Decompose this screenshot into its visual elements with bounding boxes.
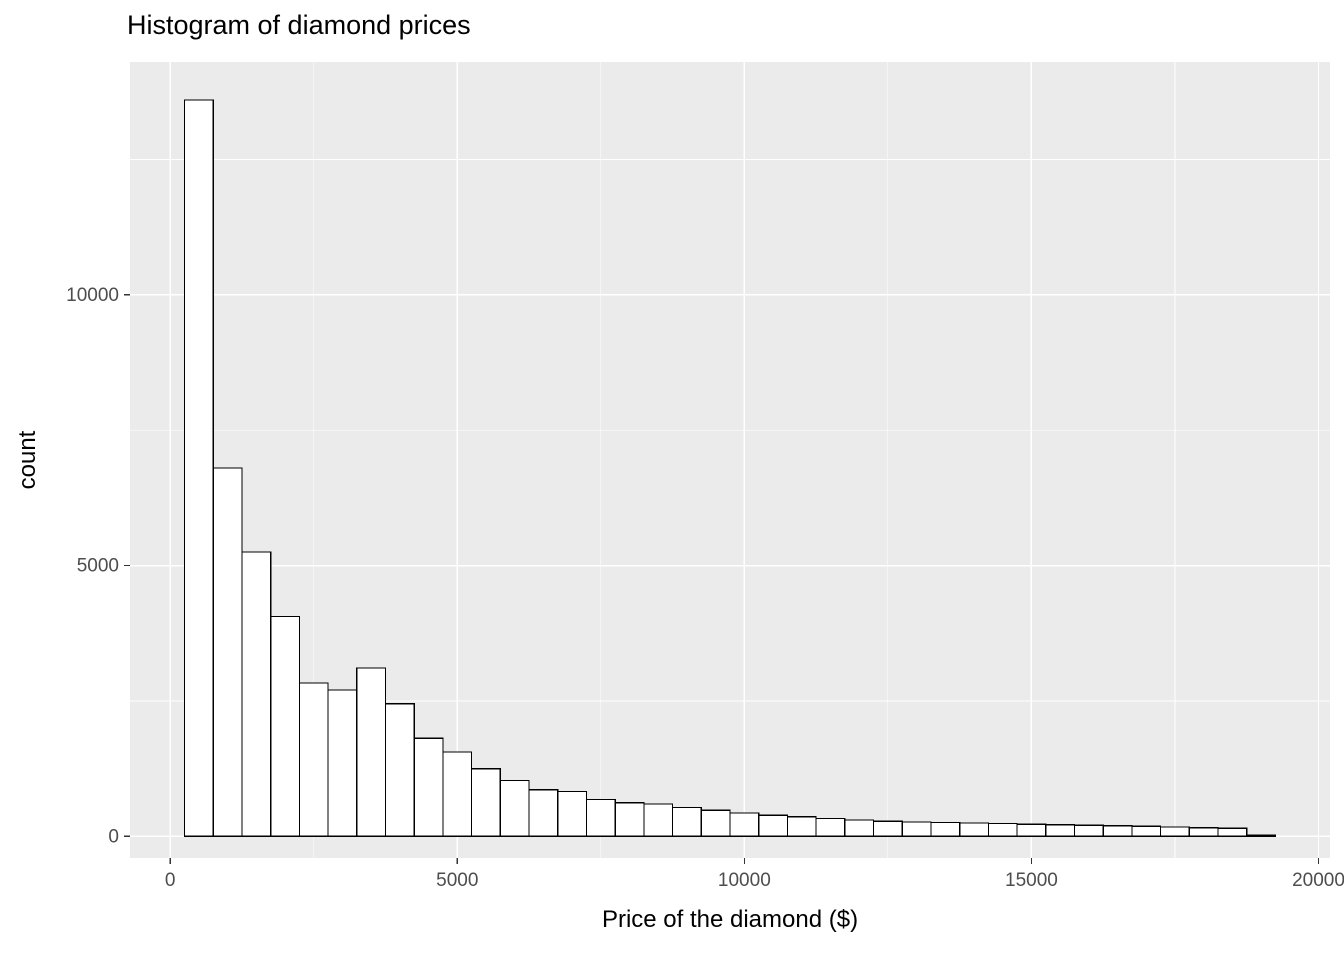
histogram-bar (700, 809, 731, 837)
histogram-bar (1045, 824, 1076, 837)
histogram-bar (614, 802, 645, 837)
histogram-bar (499, 779, 530, 837)
histogram-bar (413, 737, 444, 837)
y-tick-label: 5000 (77, 556, 119, 577)
histogram-bar (729, 812, 760, 837)
histogram-bar (557, 790, 588, 837)
histogram-bar (1217, 827, 1248, 837)
histogram-bar (1131, 825, 1162, 837)
histogram-bar (671, 807, 702, 837)
histogram-bar (528, 789, 559, 837)
histogram-bar (844, 819, 875, 837)
histogram-bar (987, 823, 1018, 837)
histogram-bar (901, 821, 932, 837)
y-tick-label: 0 (108, 826, 119, 847)
x-tick-label: 5000 (436, 870, 478, 891)
histogram-bar (758, 814, 789, 837)
y-tick-label: 10000 (66, 285, 119, 306)
histogram-bar (1246, 834, 1277, 837)
x-axis-title: Price of the diamond ($) (601, 906, 859, 933)
histogram-bar (1188, 827, 1219, 837)
histogram-bar (327, 689, 358, 837)
histogram-bar (1160, 826, 1190, 837)
histogram-bar (786, 816, 817, 837)
histogram-bar (585, 798, 616, 837)
histogram-bar (1016, 823, 1047, 837)
histogram-bar (298, 682, 329, 837)
chart-title: Histogram of diamond prices (127, 10, 471, 40)
histogram-bar (183, 99, 214, 837)
histogram-bar (1102, 825, 1133, 837)
histogram-bar (1073, 824, 1104, 837)
histogram-bar (815, 817, 846, 837)
histogram-bar (471, 768, 501, 837)
y-axis-title: count (14, 430, 41, 490)
histogram-bar (930, 821, 961, 837)
histogram-bar (356, 667, 387, 837)
x-tick-label: 20000 (1292, 870, 1344, 891)
histogram-bar (442, 751, 473, 837)
histogram-bar (384, 703, 415, 837)
x-tick-label: 10000 (718, 870, 771, 891)
histogram-bar (643, 803, 674, 837)
x-tick-label: 15000 (1005, 870, 1058, 891)
histogram-bar (241, 551, 272, 837)
histogram-bar (872, 820, 903, 837)
histogram-bar (270, 615, 300, 837)
x-tick-label: 0 (165, 870, 176, 891)
histogram-bar (212, 467, 243, 837)
histogram-bar (959, 822, 989, 837)
